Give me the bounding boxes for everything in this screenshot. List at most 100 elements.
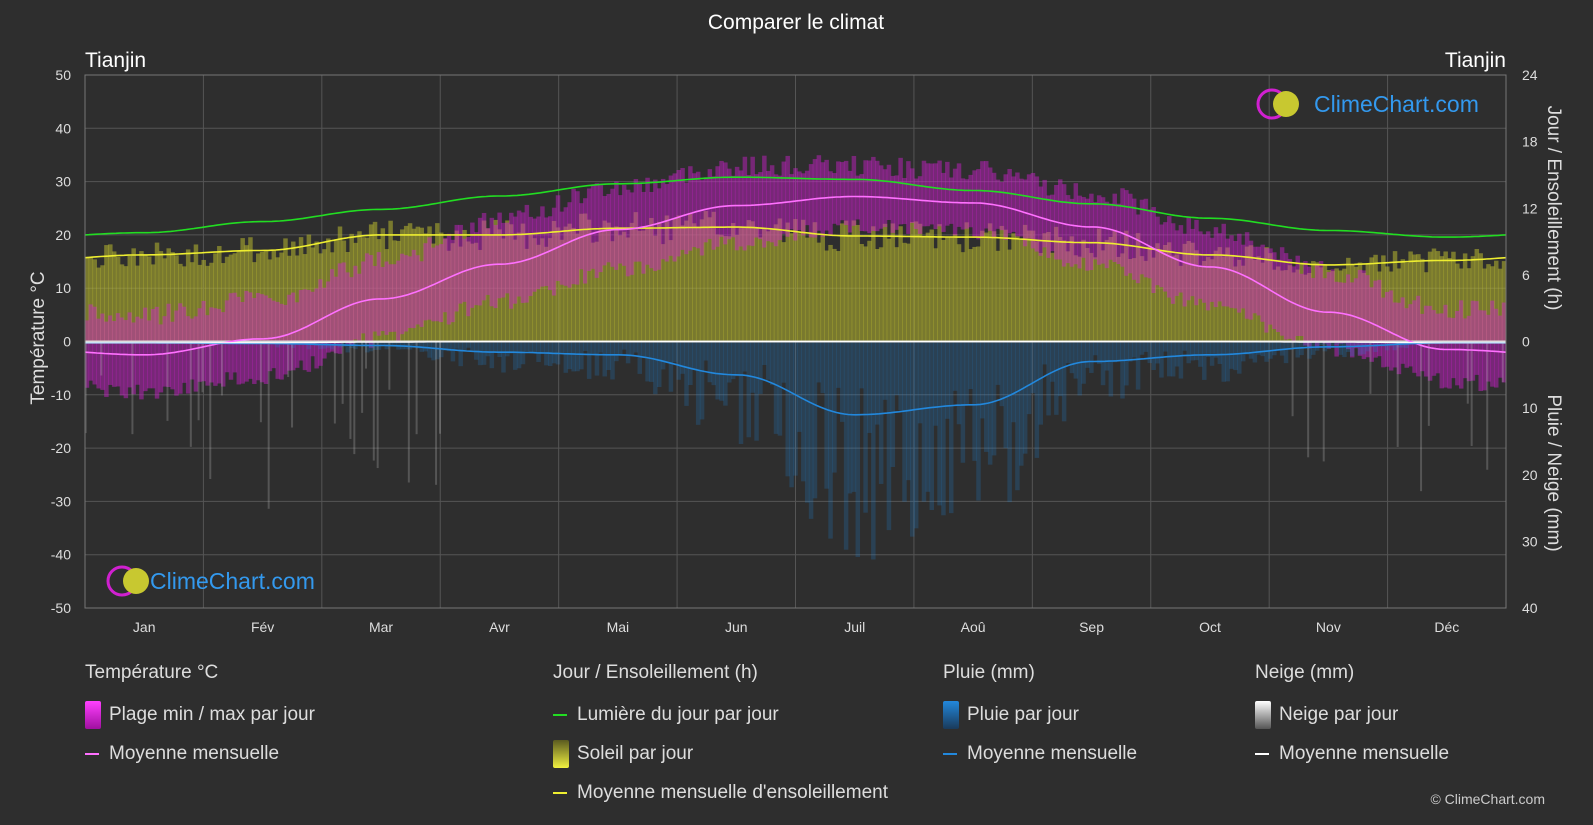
temp-range-bar [540,206,545,287]
rain-bar [621,341,627,350]
sunshine-bar [571,227,576,342]
sunshine-bar [579,213,584,342]
legend-snow-title: Neige (mm) [1255,662,1355,683]
rain-bar [633,341,639,353]
rain-bar [1229,341,1234,369]
legend-temp-mean: Moyenne mensuelle [85,741,315,767]
rain-bar [563,341,569,373]
rain-bar [462,341,467,352]
sunshine-bar [92,259,97,342]
daylight-swatch-icon [553,714,567,716]
temp-range-bar [193,316,199,392]
rain-bar [1295,341,1300,358]
temp-range-bar [477,217,483,306]
sunshine-swatch-icon [553,740,569,768]
sunshine-bar [684,220,689,342]
temp-range-bar [1326,272,1332,349]
rain-bar [851,341,857,492]
sunshine-bar [991,231,997,342]
temp-range-bar [948,177,954,224]
y-left-tick: 0 [63,334,71,350]
rain-bar [1194,341,1199,361]
sunshine-bar [353,242,358,342]
snow-bar [435,341,438,485]
temp-range-bar [1404,308,1409,368]
rain-bar [894,341,899,396]
rain-bar [991,341,997,456]
rain-bar [828,341,833,539]
sunshine-bar [267,259,273,342]
rain-bar [590,341,596,354]
rain-bar [567,341,572,370]
rain-bar [1385,341,1390,351]
temp-range-bar [497,212,502,299]
temp-range-bar [1221,223,1226,307]
temp-range-bar [684,182,689,255]
temp-range-bar [115,313,121,387]
y-right-sun-tick: 24 [1522,67,1538,83]
rain-bar [423,341,428,352]
rain-bar [801,341,806,482]
rain-bar [984,341,989,452]
snow-bar [1466,341,1469,404]
rain-bar [750,341,755,393]
temp-range-bar [910,168,915,223]
temp-range-bar [1466,315,1472,382]
rain-bar [1287,341,1293,350]
temp-range-bar [1085,198,1090,271]
temp-range-bar [365,253,370,344]
sunshine-bar [968,249,973,342]
temp-range-bar [450,239,456,323]
sunshine-bar [886,238,892,342]
legend-snow: Neige (mm) Neige par jour Moyenne mensue… [1255,662,1449,780]
temp-range-bar [980,161,985,238]
rain-bar [579,341,584,370]
legend-snow-daily: Neige par jour [1255,701,1449,729]
temp-range-bar [1451,317,1456,379]
rain-bar [839,341,845,422]
rain-bar [832,341,837,473]
sunshine-bar [637,230,643,342]
sunshine-bar [415,226,421,342]
temp-range-bar [633,179,639,262]
snow-bar [84,341,87,434]
temp-range-bar [1038,186,1044,256]
rain-bar [1248,341,1254,359]
temp-range-bar [746,174,752,246]
rain-bar [392,341,397,346]
sunshine-bar [505,220,510,342]
rain-bar [812,341,818,499]
temp-range-bar [804,170,810,226]
sunshine-bar [1466,268,1472,342]
sunshine-bar [524,248,530,342]
sunshine-bar [466,241,471,342]
temp-range-bar [442,238,448,313]
temp-range-bar [984,161,989,229]
sunshine-bar [875,249,880,342]
rain-bar [952,341,958,391]
rain-bar [1038,341,1044,425]
temp-range-bar [267,298,273,372]
rain-bar [509,341,514,354]
temp-range-bar [1046,195,1051,258]
sunshine-bar [146,256,152,342]
sunshine-bar [1186,240,1191,342]
temp-range-bar [1061,184,1067,267]
rain-bar [1096,341,1102,364]
x-month-label: Fév [251,619,274,635]
sunshine-bar [1272,269,1277,342]
sunshine-bar [104,245,109,342]
snow-bar [209,341,212,480]
sunshine-bar [1073,255,1079,342]
temp-range-bar [337,263,343,354]
rain-bar [1353,341,1359,346]
snow-bar [407,341,410,483]
sunshine-bar [1439,256,1445,342]
rain-bar [536,341,541,362]
rain-bar [407,341,413,350]
sunshine-bar [1112,229,1117,342]
chart-title: Comparer le climat [708,11,884,34]
sunshine-bar [742,227,748,342]
temp-range-bar [1299,273,1304,336]
rain-bar [474,341,479,360]
